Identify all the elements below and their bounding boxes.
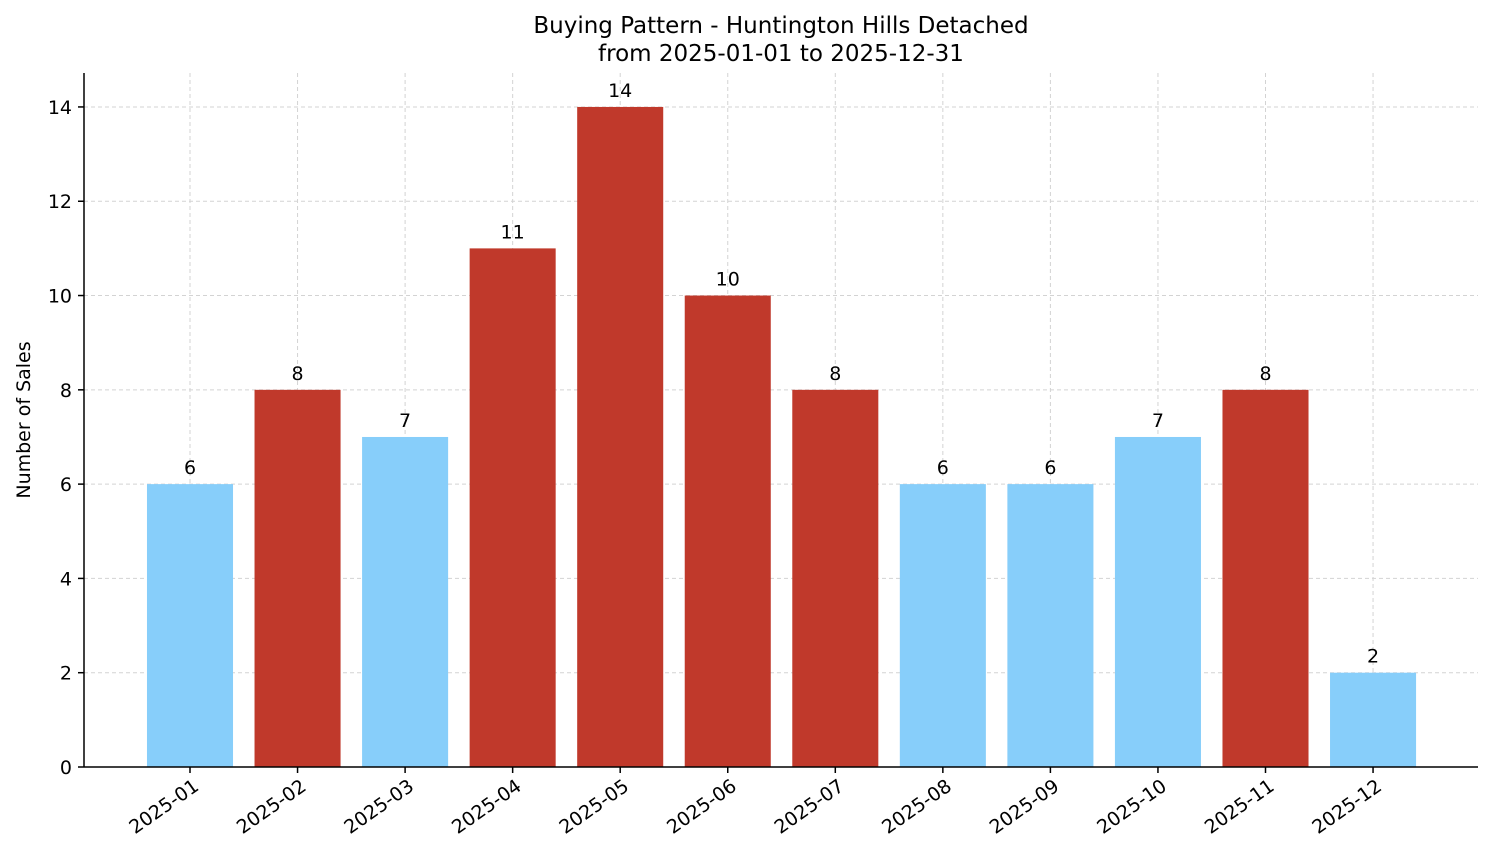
y-tick-label: 10 bbox=[48, 286, 72, 308]
x-tick-label: 2025-08 bbox=[878, 775, 956, 839]
x-tick-label: 2025-01 bbox=[125, 775, 203, 839]
bar bbox=[146, 484, 234, 767]
value-label: 6 bbox=[1044, 457, 1056, 479]
value-label: 6 bbox=[937, 457, 949, 479]
x-tick-label: 2025-04 bbox=[448, 775, 526, 839]
y-tick-label: 14 bbox=[48, 97, 72, 119]
bar bbox=[899, 484, 986, 767]
value-label: 7 bbox=[399, 410, 411, 432]
bar bbox=[684, 295, 771, 767]
bar bbox=[792, 389, 879, 767]
y-tick-label: 2 bbox=[60, 663, 72, 685]
bar bbox=[254, 389, 341, 767]
x-tick-label: 2025-09 bbox=[986, 775, 1064, 839]
chart-title: Buying Pattern - Huntington Hills Detach… bbox=[533, 13, 1028, 39]
value-label: 14 bbox=[608, 80, 632, 102]
bar bbox=[1007, 484, 1094, 767]
y-tick-label: 12 bbox=[48, 191, 72, 213]
value-label: 6 bbox=[184, 457, 196, 479]
value-label: 2 bbox=[1367, 646, 1379, 668]
x-tick-label: 2025-05 bbox=[555, 775, 633, 839]
y-axis-label: Number of Sales bbox=[13, 341, 35, 498]
value-label: 11 bbox=[501, 221, 525, 243]
y-tick-label: 0 bbox=[60, 757, 72, 779]
value-label: 7 bbox=[1152, 410, 1164, 432]
x-tick-label: 2025-11 bbox=[1201, 775, 1279, 839]
bar bbox=[1222, 389, 1309, 767]
bar bbox=[577, 106, 664, 767]
x-tick-label: 2025-12 bbox=[1308, 775, 1386, 839]
x-tick-label: 2025-10 bbox=[1093, 775, 1171, 839]
value-label: 10 bbox=[716, 269, 740, 291]
y-tick-label: 8 bbox=[60, 380, 72, 402]
bar bbox=[469, 248, 556, 767]
x-tick-label: 2025-07 bbox=[771, 775, 849, 839]
chart-subtitle: from 2025-01-01 to 2025-12-31 bbox=[598, 41, 964, 67]
bar bbox=[362, 436, 449, 767]
x-tick-label: 2025-03 bbox=[340, 775, 418, 839]
y-tick-label: 6 bbox=[60, 474, 72, 496]
x-tick-label: 2025-06 bbox=[663, 775, 741, 839]
bar bbox=[1114, 436, 1201, 767]
x-tick-label: 2025-02 bbox=[233, 775, 311, 839]
y-tick-label: 4 bbox=[60, 568, 72, 590]
value-label: 8 bbox=[292, 363, 304, 385]
value-label: 8 bbox=[829, 363, 841, 385]
bar bbox=[1330, 672, 1417, 767]
value-label: 8 bbox=[1259, 363, 1271, 385]
